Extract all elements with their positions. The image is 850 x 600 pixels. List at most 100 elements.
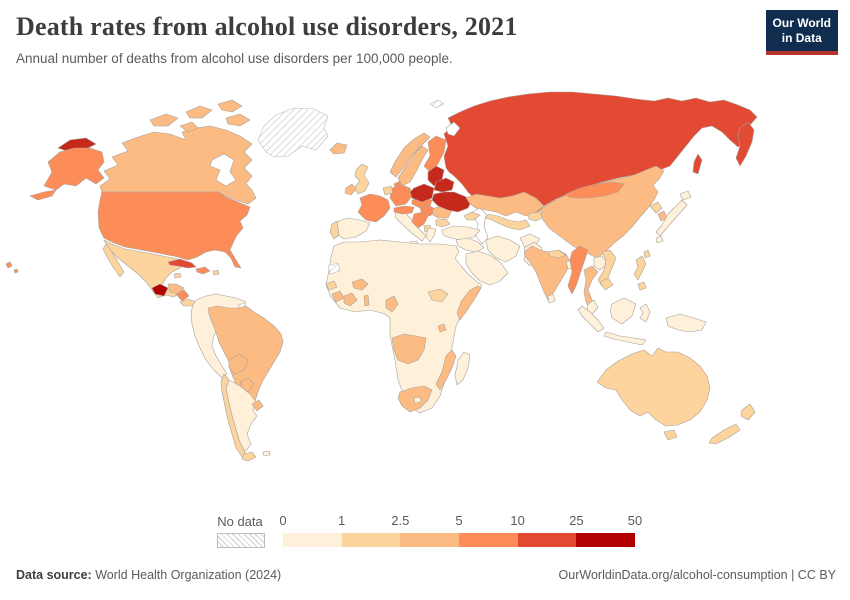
country-guatemala[interactable] [151, 283, 169, 297]
country-kamchatka[interactable] [735, 121, 755, 167]
legend-bin-1[interactable] [341, 533, 401, 547]
country-bolivia[interactable] [228, 353, 249, 375]
country-spain[interactable] [332, 217, 371, 240]
country-hawaii-1[interactable] [5, 261, 13, 269]
country-mongolia[interactable] [565, 181, 625, 199]
country-hispaniola[interactable] [195, 266, 211, 275]
country-sakhalin[interactable] [692, 153, 703, 175]
country-western-sahara[interactable] [327, 262, 341, 275]
no-data-swatch[interactable] [217, 533, 265, 548]
country-bulgaria[interactable] [435, 218, 451, 228]
owid-logo[interactable]: Our World in Data [765, 10, 838, 55]
country-baja-california[interactable] [102, 243, 125, 278]
country-usa[interactable] [97, 191, 251, 269]
legend-bin-2[interactable] [400, 533, 460, 547]
country-jamaica[interactable] [173, 272, 182, 279]
country-iceland[interactable] [329, 142, 348, 155]
country-java[interactable] [603, 331, 647, 346]
country-arctic-island-2[interactable] [185, 105, 213, 119]
country-aleutians[interactable] [29, 189, 57, 201]
country-north-korea[interactable] [649, 201, 663, 214]
country-greenland[interactable] [257, 107, 329, 158]
country-canada[interactable] [99, 125, 257, 205]
country-poland[interactable] [409, 183, 435, 203]
country-cameroon[interactable] [385, 295, 399, 313]
country-chile-tip[interactable] [241, 451, 257, 462]
country-angola[interactable] [391, 333, 427, 365]
legend-bin-3[interactable] [459, 533, 518, 547]
legend-bin-4[interactable] [517, 533, 577, 547]
legend-bin-0[interactable] [283, 533, 342, 547]
country-puerto-rico[interactable] [212, 269, 220, 276]
country-japan-honshu[interactable] [655, 199, 688, 237]
country-finland[interactable] [423, 135, 447, 173]
country-svalbard[interactable] [429, 99, 445, 109]
country-sulawesi[interactable] [639, 303, 651, 323]
country-greece[interactable] [425, 227, 437, 243]
country-baffin-island[interactable] [225, 113, 251, 127]
country-west-balkans[interactable] [411, 211, 429, 229]
country-cuba[interactable] [167, 258, 197, 269]
country-nicaragua[interactable] [175, 289, 190, 302]
country-togo[interactable] [363, 294, 370, 307]
country-benelux[interactable] [382, 185, 394, 196]
country-mozambique[interactable] [435, 349, 457, 391]
country-syria-iraq[interactable] [455, 237, 485, 253]
country-turkey[interactable] [441, 225, 481, 241]
country-belize-honduras[interactable] [167, 283, 185, 295]
country-tasmania[interactable] [663, 429, 678, 441]
country-borneo[interactable] [609, 297, 637, 325]
country-ireland[interactable] [344, 183, 357, 196]
country-taiwan[interactable] [643, 249, 651, 259]
country-falkland-islands[interactable] [262, 450, 271, 457]
country-switzerland-austria[interactable] [393, 205, 415, 215]
country-nepal[interactable] [547, 249, 567, 259]
country-australia[interactable] [596, 347, 711, 427]
country-senegal[interactable] [325, 280, 338, 291]
country-new-guinea[interactable] [665, 313, 707, 333]
country-sweden[interactable] [397, 145, 429, 187]
country-burundi-rwanda[interactable] [437, 323, 447, 333]
country-sri-lanka[interactable] [547, 293, 556, 304]
country-madagascar[interactable] [454, 351, 471, 386]
country-sumatra[interactable] [577, 305, 605, 333]
legend-bin-5[interactable] [576, 533, 636, 547]
country-china[interactable] [539, 165, 665, 259]
country-myanmar[interactable] [567, 245, 589, 295]
country-ukraine[interactable] [431, 191, 473, 213]
country-new-zealand-north[interactable] [740, 403, 756, 421]
country-france[interactable] [357, 193, 391, 223]
country-cambodia[interactable] [599, 277, 614, 291]
country-uzbekistan-turkmenistan[interactable] [485, 213, 531, 231]
country-norway[interactable] [389, 132, 431, 178]
country-south-sudan[interactable] [427, 288, 449, 303]
country-philippines[interactable] [633, 255, 647, 281]
country-arctic-island-4[interactable] [179, 121, 199, 133]
country-india[interactable] [523, 245, 571, 301]
country-iran[interactable] [485, 235, 521, 263]
country-belarus[interactable] [433, 177, 455, 193]
attribution-link[interactable]: OurWorldinData.org/alcohol-consumption |… [558, 568, 836, 582]
country-cote-divoire[interactable] [343, 292, 358, 307]
country-arctic-island-1[interactable] [149, 113, 179, 127]
country-lesotho[interactable] [413, 396, 422, 404]
country-hawaii-2[interactable] [13, 268, 19, 274]
country-africa[interactable] [325, 239, 483, 414]
country-kazakhstan[interactable] [465, 191, 545, 217]
country-alaska[interactable] [43, 147, 105, 191]
country-uruguay[interactable] [251, 399, 264, 412]
country-burkina-faso[interactable] [351, 278, 369, 291]
country-somalia[interactable] [456, 285, 482, 321]
country-caucasus[interactable] [463, 211, 481, 221]
country-new-zealand-south[interactable] [708, 423, 741, 445]
country-kyrgyzstan-tajikistan[interactable] [527, 211, 545, 222]
country-malay-peninsula[interactable] [586, 299, 599, 315]
country-portugal[interactable] [329, 220, 340, 240]
country-south-america-north[interactable] [190, 293, 247, 379]
country-mindanao[interactable] [637, 281, 647, 291]
country-japan-hokkaido[interactable] [679, 190, 692, 201]
country-arctic-island-3[interactable] [217, 99, 243, 113]
country-japan-kyushu[interactable] [655, 235, 664, 244]
country-italy[interactable] [394, 209, 427, 242]
country-arabia[interactable] [465, 250, 509, 286]
